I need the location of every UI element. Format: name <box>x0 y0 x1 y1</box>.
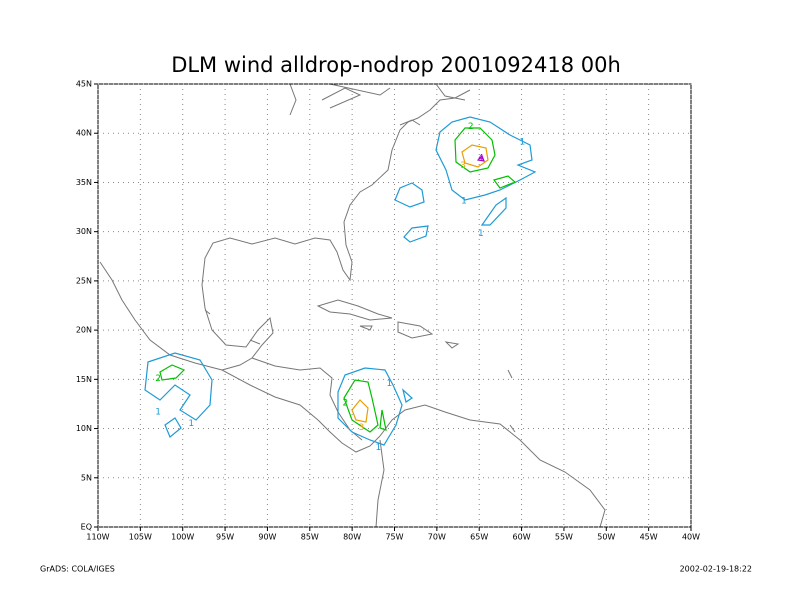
contour-line <box>394 182 507 243</box>
coast-cuba <box>316 299 393 321</box>
y-tick-label: 45N <box>76 80 92 89</box>
contour-label: 1 <box>155 407 161 417</box>
contour-line <box>351 399 369 423</box>
contour-line <box>144 352 213 438</box>
x-tick-label: 100W <box>171 533 194 542</box>
y-tick-label: 10N <box>76 424 92 433</box>
coast-south-america <box>375 404 606 528</box>
contour-label: 1 <box>376 443 382 453</box>
x-tick-label: 40W <box>682 533 700 542</box>
x-tick-label: 105W <box>129 533 152 542</box>
contour-line <box>337 367 413 446</box>
contour-line <box>461 144 489 168</box>
x-tick-label: 55W <box>555 533 573 542</box>
x-tick-label: 95W <box>216 533 234 542</box>
x-tick-label: 85W <box>301 533 319 542</box>
y-tick-label: 15N <box>76 375 92 384</box>
contour-line <box>159 364 186 381</box>
coastlines <box>99 83 606 528</box>
contour-label: 4 <box>478 153 484 163</box>
x-tick-label: 75W <box>385 533 403 542</box>
y-tick-label: 25N <box>76 276 92 285</box>
contour-label: 2 <box>342 398 348 408</box>
y-tick-label: 20N <box>76 326 92 335</box>
y-tick-label: 40N <box>76 129 92 138</box>
contour-line <box>476 154 485 162</box>
contour-label: 3 <box>460 161 466 171</box>
footer-left: GrADS: COLA/IGES <box>40 565 115 574</box>
y-tick-label: 35N <box>76 178 92 187</box>
coast-lesser-antilles <box>204 309 516 433</box>
y-tick-label: 5N <box>81 473 92 482</box>
contour-label: 2 <box>155 374 161 384</box>
y-tick-label: EQ <box>81 523 92 532</box>
contour-line <box>454 127 517 189</box>
contour-label: 1 <box>188 419 194 429</box>
contour-label: 1 <box>461 197 467 207</box>
contour-label: 3 <box>359 423 365 433</box>
x-tick-label: 50W <box>597 533 615 542</box>
contours <box>144 116 537 446</box>
y-tick-label: 30N <box>76 227 92 236</box>
contour-label: 2 <box>468 122 474 132</box>
x-tick-label: 110W <box>86 533 109 542</box>
x-tick-label: 80W <box>343 533 361 542</box>
coast-central-america <box>251 357 363 441</box>
coast-mexico-pacific <box>99 261 381 453</box>
x-tick-label: 90W <box>258 533 276 542</box>
footer-right: 2002-02-19-18:22 <box>680 565 752 574</box>
contour-label: 1 <box>520 138 526 148</box>
x-tick-label: 45W <box>640 533 658 542</box>
contour-label: 1 <box>478 229 484 239</box>
x-tick-label: 65W <box>470 533 488 542</box>
contour-label: 1 <box>387 379 393 389</box>
contour-line <box>435 116 537 201</box>
x-tick-label: 70W <box>428 533 446 542</box>
x-tick-label: 60W <box>513 533 531 542</box>
coast-canada <box>289 83 466 126</box>
chart-title: DLM wind alldrop-nodrop 2001092418 00h <box>171 53 621 77</box>
